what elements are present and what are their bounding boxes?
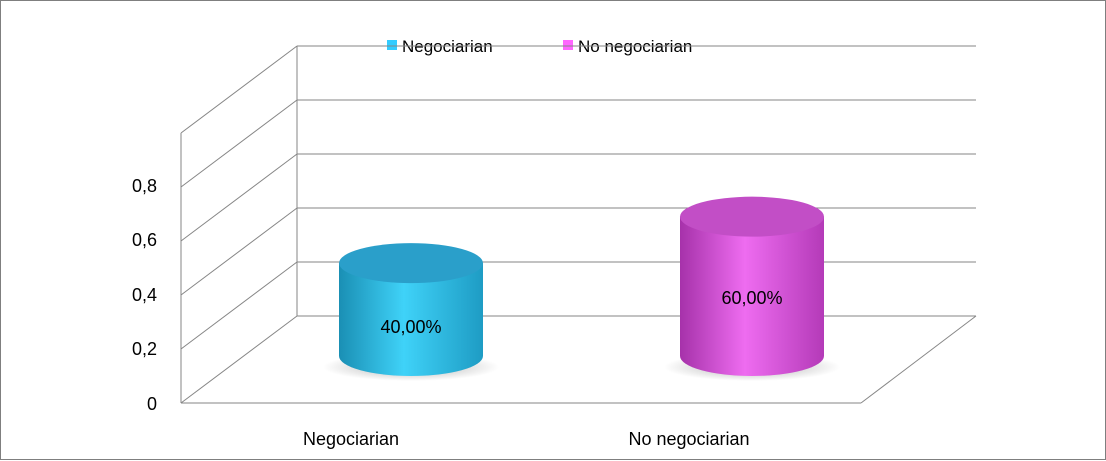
y-tick-label: 0,4 — [132, 285, 157, 305]
x-axis: Negociarian No negociarian — [303, 429, 750, 449]
bar-top-negociarian — [339, 243, 483, 284]
y-axis: 0 0,2 0,4 0,6 0,8 — [132, 176, 157, 414]
legend-swatch-no-negociarian — [563, 40, 573, 50]
gridlines — [180, 45, 976, 404]
bar-negociarian — [339, 263, 483, 376]
chart-walls — [180, 46, 977, 404]
bar-no-negociarian — [680, 216, 824, 376]
y-tick-label: 0,2 — [132, 339, 157, 359]
gridline-side — [180, 45, 298, 134]
legend-swatch-negociarian — [387, 40, 397, 50]
gridline-side — [180, 153, 298, 242]
gridline-side — [180, 207, 298, 296]
x-tick-label: No negociarian — [628, 429, 749, 449]
x-tick-label: Negociarian — [303, 429, 399, 449]
bar-top-no-negociarian — [680, 196, 824, 237]
y-tick-label: 0,8 — [132, 176, 157, 196]
data-label-negociarian: 40,00% — [380, 317, 441, 337]
data-label-no-negociarian: 60,00% — [721, 288, 782, 308]
y-tick-label: 0 — [147, 394, 157, 414]
gridline-side — [180, 315, 298, 404]
gridline-side — [180, 261, 298, 350]
gridline-side — [180, 99, 298, 188]
floor-right-edge — [860, 315, 977, 404]
series-negociarian: 40,00% — [323, 243, 499, 381]
series-no-negociarian: 60,00% — [664, 196, 840, 381]
y-tick-label: 0,6 — [132, 230, 157, 250]
